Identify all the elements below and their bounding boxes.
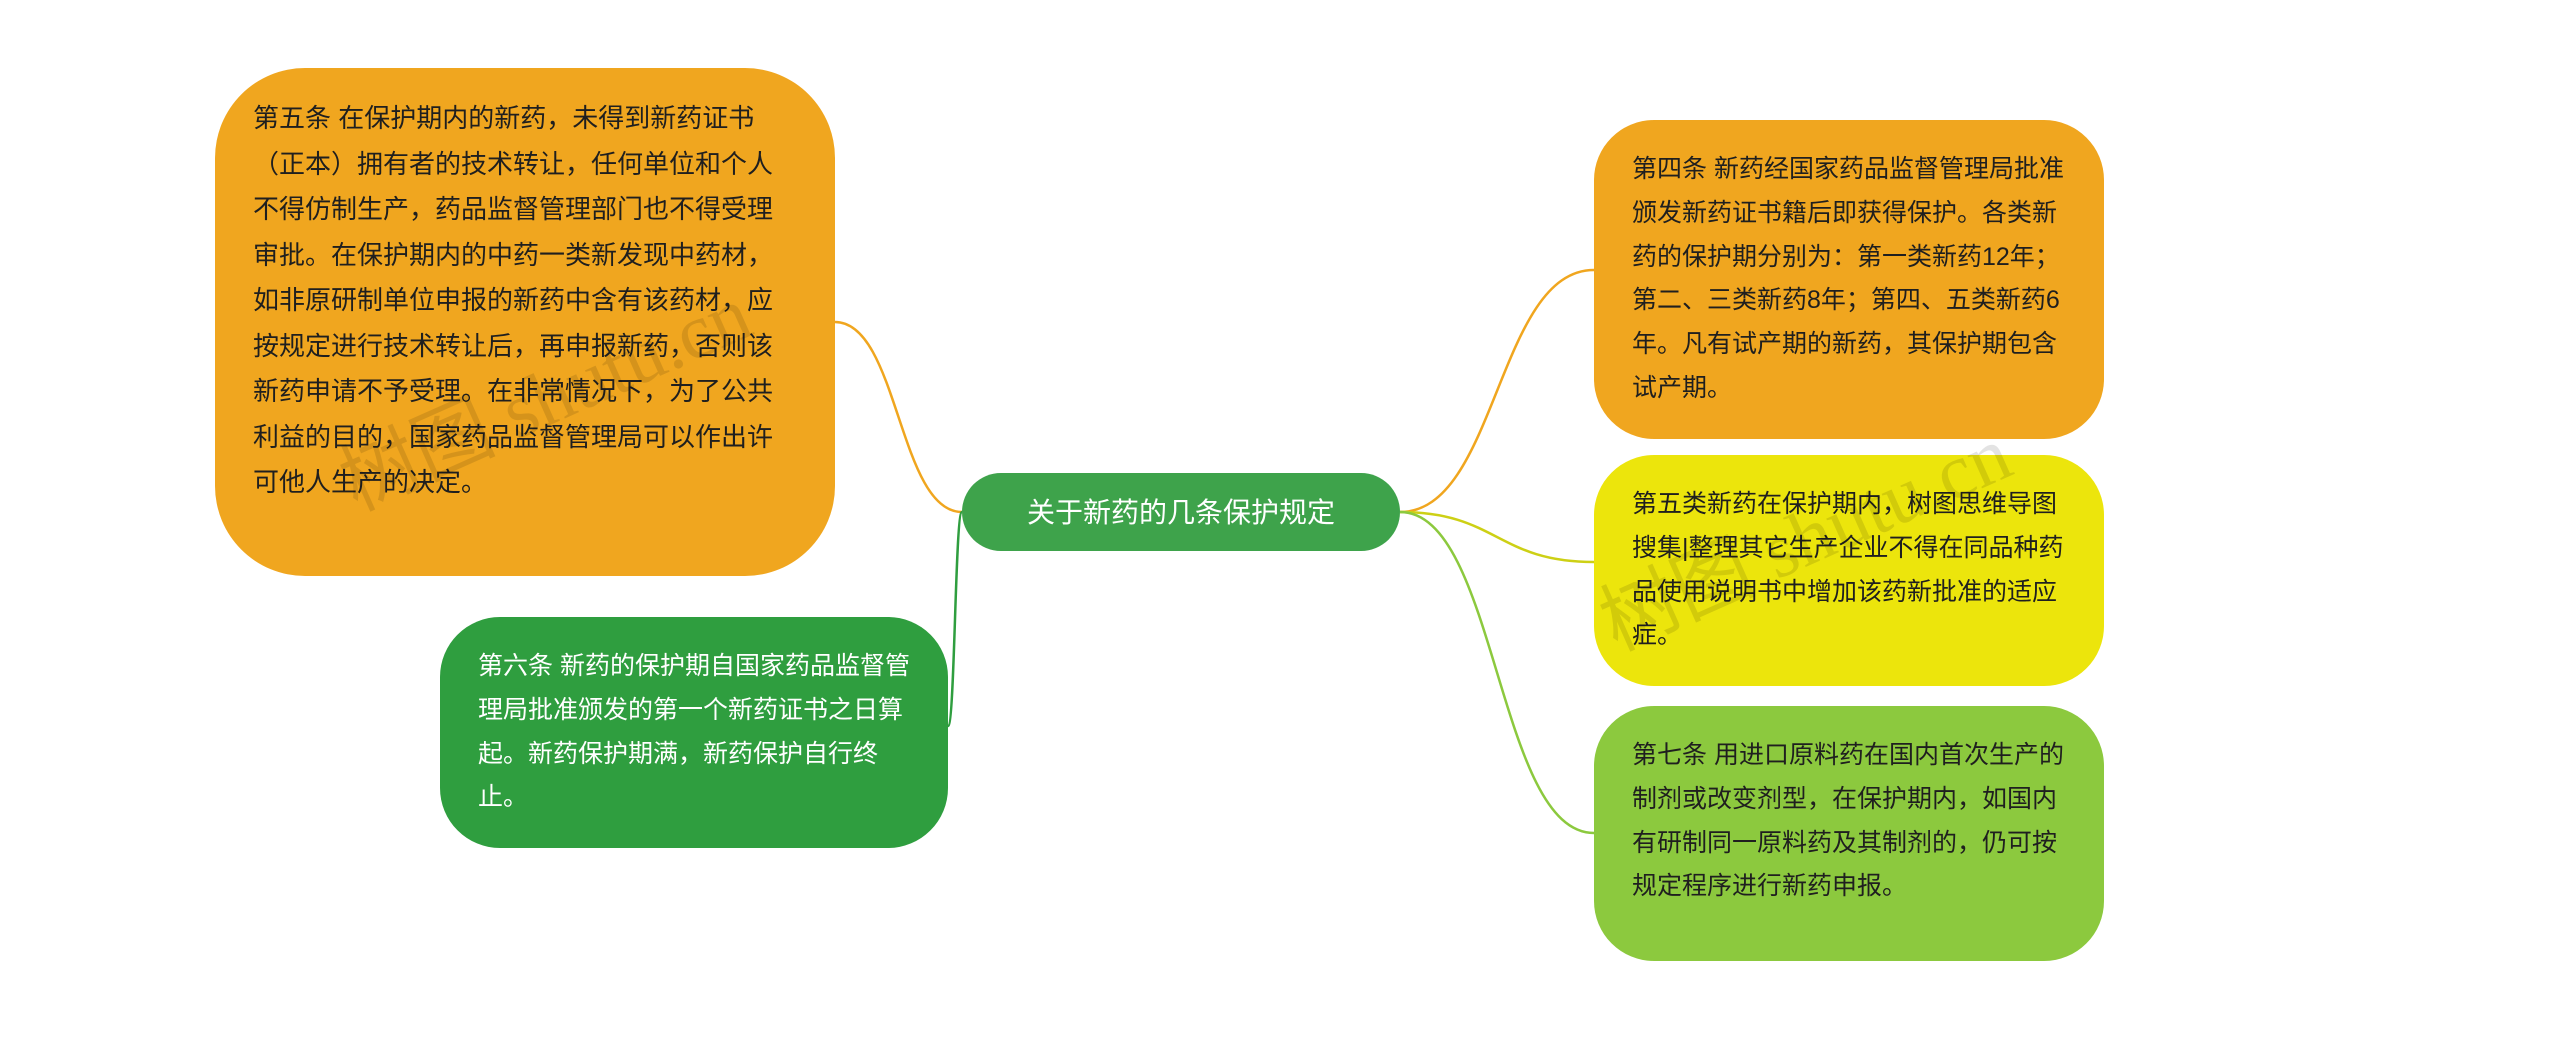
center-label: 关于新药的几条保护规定	[1027, 488, 1335, 537]
node-article-4: 第四条 新药经国家药品监督管理局批准颁发新药证书籍后即获得保护。各类新药的保护期…	[1594, 120, 2104, 439]
node-article-7-text: 第七条 用进口原料药在国内首次生产的制剂或改变剂型，在保护期内，如国内有研制同一…	[1632, 741, 2064, 900]
node-article-6: 第六条 新药的保护期自国家药品监督管理局批准颁发的第一个新药证书之日算起。新药保…	[440, 617, 948, 848]
node-article-6-text: 第六条 新药的保护期自国家药品监督管理局批准颁发的第一个新药证书之日算起。新药保…	[478, 652, 910, 811]
node-article-5: 第五条 在保护期内的新药，未得到新药证书（正本）拥有者的技术转让，任何单位和个人…	[215, 68, 835, 576]
node-category-5-text: 第五类新药在保护期内，树图思维导图搜集|整理其它生产企业不得在同品种药品使用说明…	[1632, 490, 2064, 649]
center-node: 关于新药的几条保护规定	[962, 473, 1400, 551]
node-category-5: 第五类新药在保护期内，树图思维导图搜集|整理其它生产企业不得在同品种药品使用说明…	[1594, 455, 2104, 686]
node-article-4-text: 第四条 新药经国家药品监督管理局批准颁发新药证书籍后即获得保护。各类新药的保护期…	[1632, 155, 2064, 402]
node-article-7: 第七条 用进口原料药在国内首次生产的制剂或改变剂型，在保护期内，如国内有研制同一…	[1594, 706, 2104, 961]
node-article-5-text: 第五条 在保护期内的新药，未得到新药证书（正本）拥有者的技术转让，任何单位和个人…	[253, 103, 773, 497]
